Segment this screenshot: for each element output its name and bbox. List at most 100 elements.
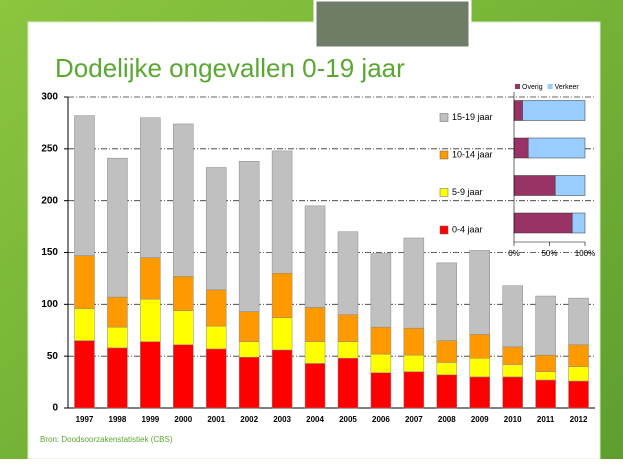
y-tick-label: 200 [41, 195, 58, 206]
inset-x-tick-label: 50% [541, 249, 557, 258]
bar-segment [304, 363, 326, 409]
inset-bar-segment [527, 137, 586, 159]
bar-segment [74, 255, 95, 309]
bar-segment [469, 376, 490, 409]
bar-segment [304, 205, 326, 308]
source-note: Bron: Doodsoorzakenstatistiek (CBS) [40, 435, 173, 444]
bar-segment [535, 379, 556, 409]
bar-segment [205, 167, 227, 291]
y-tick-label: 300 [41, 92, 58, 103]
bar-segment [502, 376, 523, 409]
bar-segment [107, 296, 128, 328]
x-tick-label: 2009 [471, 415, 489, 424]
bar-segment [238, 356, 260, 409]
legend-swatch [439, 225, 449, 235]
y-tick-label: 150 [41, 247, 58, 258]
x-tick-label: 1999 [141, 415, 159, 424]
bar-segment [74, 340, 95, 409]
y-tick-label: 100 [41, 299, 58, 310]
bar-segment [271, 349, 293, 409]
bar-segment [568, 297, 589, 346]
bar-segment [436, 362, 458, 376]
bar-segment [436, 262, 458, 341]
bar-segment [107, 157, 128, 298]
y-tick-label: 50 [47, 351, 59, 362]
inset-x-tick-label: 100% [575, 249, 595, 258]
bar-segment [436, 340, 458, 363]
bar-segment [271, 272, 293, 319]
bar-segment [304, 307, 326, 342]
inset-bar-segment [513, 212, 573, 234]
bar-segment [436, 374, 458, 409]
header-block [313, 0, 472, 50]
bar-segment [370, 253, 392, 328]
bar-segment [469, 250, 490, 335]
legend-label: 15-19 jaar [452, 112, 493, 122]
bar-segment [370, 326, 392, 355]
bar-segment [107, 347, 128, 409]
bar-segment [173, 123, 194, 277]
bar-segment [403, 327, 425, 356]
inset-bar-segment [513, 137, 529, 159]
x-tick-label: 2007 [405, 415, 423, 424]
bar-segment [173, 310, 194, 346]
legend-label: 0-4 jaar [452, 224, 483, 234]
bar-segment [238, 341, 260, 358]
bar-segment [205, 289, 227, 327]
bar-segment [337, 357, 359, 409]
x-tick-label: 1997 [76, 415, 94, 424]
inset-bar-segment [513, 100, 523, 121]
legend-label: 10-14 jaar [452, 149, 493, 159]
slide-title: Dodelijke ongevallen 0-19 jaar [55, 53, 405, 83]
inset-legend-label: Verkeer [555, 84, 580, 91]
bar-segment [403, 354, 425, 372]
bar-segment [370, 372, 392, 409]
inset-legend-label: Overig [522, 84, 543, 91]
bar-segment [173, 276, 194, 311]
y-tick-label: 250 [41, 143, 58, 154]
bar-segment [107, 326, 128, 349]
bar-segment [403, 237, 425, 329]
inset-bar-segment [571, 212, 586, 234]
bar-segment [535, 354, 556, 372]
bar-segment [370, 353, 392, 374]
bar-segment [140, 341, 161, 409]
bar-segment [568, 344, 589, 367]
x-tick-label: 2000 [174, 415, 192, 424]
bar-segment [173, 344, 194, 409]
inset-legend-swatch [547, 84, 553, 89]
bar-segment [238, 311, 260, 342]
legend-swatch [439, 188, 449, 197]
x-tick-label: 2004 [306, 415, 324, 424]
inset-bar-segment [554, 175, 586, 196]
bar-segment [568, 366, 589, 382]
legend-swatch [439, 113, 449, 122]
bar-segment [403, 371, 425, 409]
bar-segment [469, 334, 490, 359]
x-tick-label: 2002 [240, 415, 258, 424]
bar-segment [205, 348, 227, 409]
bar-segment [205, 325, 227, 350]
x-tick-label: 2008 [438, 415, 456, 424]
bar-segment [535, 295, 556, 356]
bar-segment [271, 150, 293, 274]
x-tick-label: 2012 [570, 415, 588, 424]
bar-segment [469, 357, 490, 378]
inset-legend-swatch [515, 84, 520, 89]
bar-segment [74, 308, 95, 341]
x-tick-label: 2010 [504, 415, 522, 424]
x-tick-label: 1998 [109, 415, 127, 424]
bar-segment [304, 341, 326, 364]
bar-segment [238, 161, 260, 312]
x-tick-label: 2001 [207, 415, 225, 424]
inset-bar-segment [513, 175, 556, 196]
bar-segment [74, 115, 95, 256]
inset-x-tick-label: 0% [508, 249, 520, 258]
bar-segment [535, 371, 556, 381]
legend-swatch [439, 150, 449, 160]
bar-segment [502, 285, 523, 348]
bar-segment [140, 257, 161, 300]
bar-segment [337, 314, 359, 342]
